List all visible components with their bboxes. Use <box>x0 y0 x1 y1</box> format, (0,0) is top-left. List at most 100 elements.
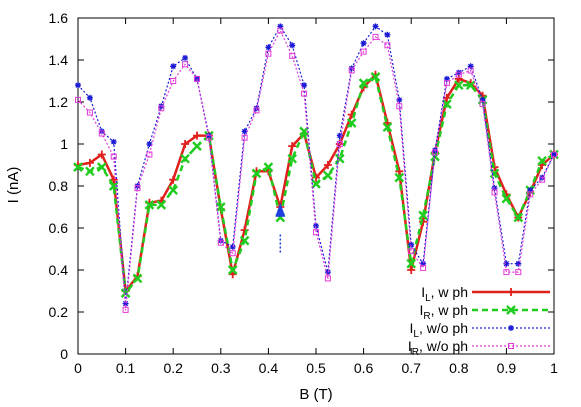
data-point <box>360 48 367 55</box>
data-point <box>299 126 309 137</box>
data-point <box>513 212 524 223</box>
data-point <box>382 122 393 133</box>
data-point <box>420 260 427 267</box>
data-point <box>289 42 296 49</box>
axes: 0 0.1 0.2 0.3 0.4 0.5 0.6 0.7 0.8 0.9 1 0 0.2 0.4 0.6 0… <box>49 10 559 376</box>
data-point <box>229 243 236 250</box>
data-point <box>395 167 404 176</box>
data-point <box>336 132 343 139</box>
data-point <box>156 200 167 210</box>
data-point <box>372 23 379 30</box>
data-point <box>323 170 333 181</box>
legend-label-suffix: , w/o ph <box>419 338 468 354</box>
data-point <box>503 269 510 276</box>
legend-label-main: I <box>420 302 424 318</box>
legend-marker <box>507 288 515 296</box>
y-tick-label: 1 <box>60 136 68 152</box>
data-point <box>313 222 319 229</box>
series-2 <box>75 23 557 307</box>
data-point <box>313 229 319 236</box>
data-point <box>193 131 201 140</box>
data-point <box>311 179 321 189</box>
y-axis-title: I (nA) <box>5 167 22 204</box>
data-point <box>407 266 416 274</box>
legend-label-sub: R <box>423 311 430 322</box>
data-point <box>182 61 189 68</box>
data-point <box>75 82 81 89</box>
data-point <box>442 99 452 109</box>
data-point <box>467 67 474 74</box>
data-point <box>265 50 272 57</box>
data-point <box>205 134 212 141</box>
x-axis-title: B (T) <box>299 386 332 403</box>
x-tick-label: 0.4 <box>259 360 279 376</box>
y-tick-label: 0.2 <box>49 304 69 320</box>
legend-marker <box>508 343 514 349</box>
data-point <box>394 172 405 183</box>
data-point <box>277 27 284 34</box>
y-tick-label: 0.6 <box>49 220 69 236</box>
data-point <box>443 80 450 87</box>
data-point <box>251 168 262 179</box>
y-tick-label: 0.8 <box>49 178 69 194</box>
data-point <box>253 107 260 114</box>
data-point <box>551 151 557 158</box>
data-point <box>180 153 190 164</box>
data-point <box>515 260 522 267</box>
data-point <box>122 306 129 313</box>
data-point <box>146 141 153 147</box>
data-point <box>144 200 155 210</box>
legend-label: IL, w ph <box>421 284 468 304</box>
data-point <box>85 158 94 167</box>
data-point <box>396 103 403 110</box>
data-point <box>108 181 119 191</box>
data-point <box>453 80 464 91</box>
data-point <box>515 269 522 276</box>
data-point <box>503 260 510 267</box>
x-tick-label: 0.9 <box>497 360 517 376</box>
data-point <box>443 75 450 82</box>
series-3 <box>75 27 557 313</box>
legend-label-main: I <box>421 284 425 300</box>
data-point <box>301 82 308 89</box>
data-point <box>73 162 83 172</box>
data-point <box>527 191 534 198</box>
data-point <box>408 248 415 255</box>
data-point <box>384 31 391 38</box>
series-1 <box>73 71 559 298</box>
series-group <box>73 23 559 313</box>
data-point <box>336 141 343 147</box>
data-point <box>239 235 250 246</box>
data-point <box>358 78 369 88</box>
data-point <box>396 96 403 103</box>
legend-label: IL, w/o ph <box>410 320 468 340</box>
data-point <box>420 264 427 271</box>
y-tick-label: 1.4 <box>49 52 69 68</box>
data-point <box>287 153 298 164</box>
data-point <box>465 80 476 91</box>
legend-label-suffix: , w ph <box>431 302 468 318</box>
data-point <box>241 134 248 141</box>
data-point <box>455 71 462 78</box>
legend-label-main: I <box>408 338 412 354</box>
legend-marker <box>508 325 514 331</box>
series-line <box>77 25 555 305</box>
x-tick-label: 0.7 <box>401 360 421 376</box>
data-point <box>277 23 284 30</box>
legend-label-sub: L <box>425 293 431 304</box>
data-point <box>346 118 357 128</box>
data-point <box>334 153 345 164</box>
data-point <box>501 193 512 204</box>
data-point <box>241 128 248 135</box>
data-point <box>406 258 417 269</box>
legend-label-sub: R <box>412 347 419 358</box>
data-point <box>134 185 141 192</box>
data-point <box>467 63 474 70</box>
data-point <box>181 140 190 148</box>
data-point <box>110 138 117 145</box>
data-point <box>370 71 381 82</box>
data-point <box>110 153 117 160</box>
data-point <box>384 42 391 49</box>
